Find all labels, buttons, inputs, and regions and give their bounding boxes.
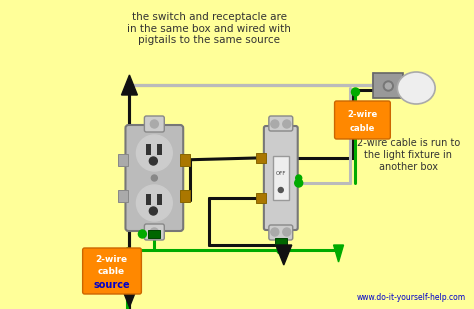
Circle shape — [149, 207, 157, 215]
Polygon shape — [334, 245, 344, 262]
FancyBboxPatch shape — [82, 248, 141, 294]
Text: 2-wire: 2-wire — [347, 109, 378, 118]
Circle shape — [271, 120, 279, 128]
FancyBboxPatch shape — [269, 225, 293, 240]
Circle shape — [137, 135, 172, 171]
Circle shape — [149, 157, 157, 165]
FancyBboxPatch shape — [335, 101, 390, 139]
Bar — [118, 154, 128, 166]
Circle shape — [295, 179, 303, 187]
Circle shape — [352, 88, 359, 96]
Text: 2-wire cable is run to
the light fixture in
another box: 2-wire cable is run to the light fixture… — [356, 138, 460, 171]
Bar — [157, 144, 162, 155]
FancyBboxPatch shape — [269, 116, 293, 131]
FancyBboxPatch shape — [126, 125, 183, 231]
Text: www.do-it-yourself-help.com: www.do-it-yourself-help.com — [357, 293, 466, 302]
Ellipse shape — [397, 72, 435, 104]
Circle shape — [283, 228, 291, 236]
Bar — [256, 193, 266, 203]
Text: OFF: OFF — [275, 171, 286, 176]
Bar — [273, 156, 289, 200]
Circle shape — [150, 120, 158, 128]
Bar — [180, 190, 190, 202]
Text: the switch and receptacle are
in the same box and wired with
pigtails to the sam: the switch and receptacle are in the sam… — [127, 12, 291, 45]
Circle shape — [150, 228, 158, 236]
Text: 2-wire: 2-wire — [95, 256, 128, 265]
FancyBboxPatch shape — [145, 116, 164, 132]
Bar — [275, 238, 287, 246]
Bar — [374, 73, 403, 98]
Circle shape — [277, 246, 285, 254]
Polygon shape — [276, 245, 292, 265]
Bar — [256, 153, 266, 163]
Bar — [146, 194, 151, 205]
Circle shape — [296, 175, 302, 181]
FancyBboxPatch shape — [264, 126, 298, 230]
Circle shape — [137, 185, 172, 221]
Bar — [157, 194, 162, 205]
Bar — [148, 230, 160, 238]
Circle shape — [138, 230, 146, 238]
Polygon shape — [121, 287, 137, 307]
Text: cable: cable — [350, 124, 375, 133]
FancyBboxPatch shape — [145, 224, 164, 240]
Text: cable: cable — [98, 268, 125, 277]
Circle shape — [383, 81, 393, 91]
Circle shape — [278, 188, 283, 193]
Bar — [180, 154, 190, 166]
Circle shape — [385, 83, 392, 89]
Circle shape — [151, 175, 157, 181]
Bar — [146, 144, 151, 155]
Circle shape — [283, 120, 291, 128]
Text: source: source — [93, 280, 130, 290]
Circle shape — [271, 228, 279, 236]
Bar — [118, 190, 128, 202]
Polygon shape — [121, 75, 137, 95]
